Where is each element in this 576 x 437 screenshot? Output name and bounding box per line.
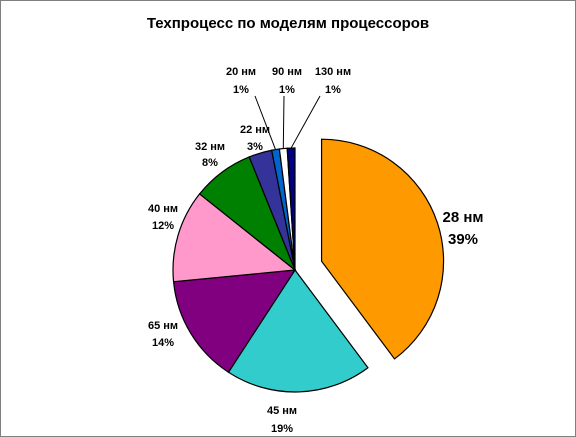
leader-line [282,95,285,149]
slice-category-label: 130 нм [315,66,351,78]
slice-category-label: 22 нм [240,124,270,136]
slice-percent-label: 12% [152,220,174,232]
slice-category-label: 20 нм [226,66,256,78]
chart-title: Техпроцесс по моделям процессоров [146,15,430,32]
slice-percent-label: 3% [247,141,263,153]
leader-line [290,95,321,149]
slice-category-label: 45 нм [267,405,297,417]
pie-slice-130-нм [286,147,296,271]
leader-line [254,95,276,150]
pie-slice-45-нм [227,268,369,393]
slice-percent-label: 19% [271,423,293,435]
slice-category-label: 65 нм [148,320,178,332]
slice-percent-label: 1% [325,84,341,96]
pie-slice-65-нм [172,269,297,374]
slice-percent-label: 14% [152,337,174,349]
slice-percent-label: 1% [279,84,295,96]
slice-percent-label: 1% [233,84,249,96]
slice-category-label: 32 нм [195,141,225,153]
slice-category-label: 28 нм [442,209,483,226]
pie-slice-40-нм [172,193,297,283]
slice-category-label: 90 нм [272,66,302,78]
pie-slice-28-нм [320,138,445,360]
slice-percent-label: 8% [202,157,218,169]
slice-percent-label: 39% [448,231,478,248]
slice-category-label: 40 нм [148,203,178,215]
